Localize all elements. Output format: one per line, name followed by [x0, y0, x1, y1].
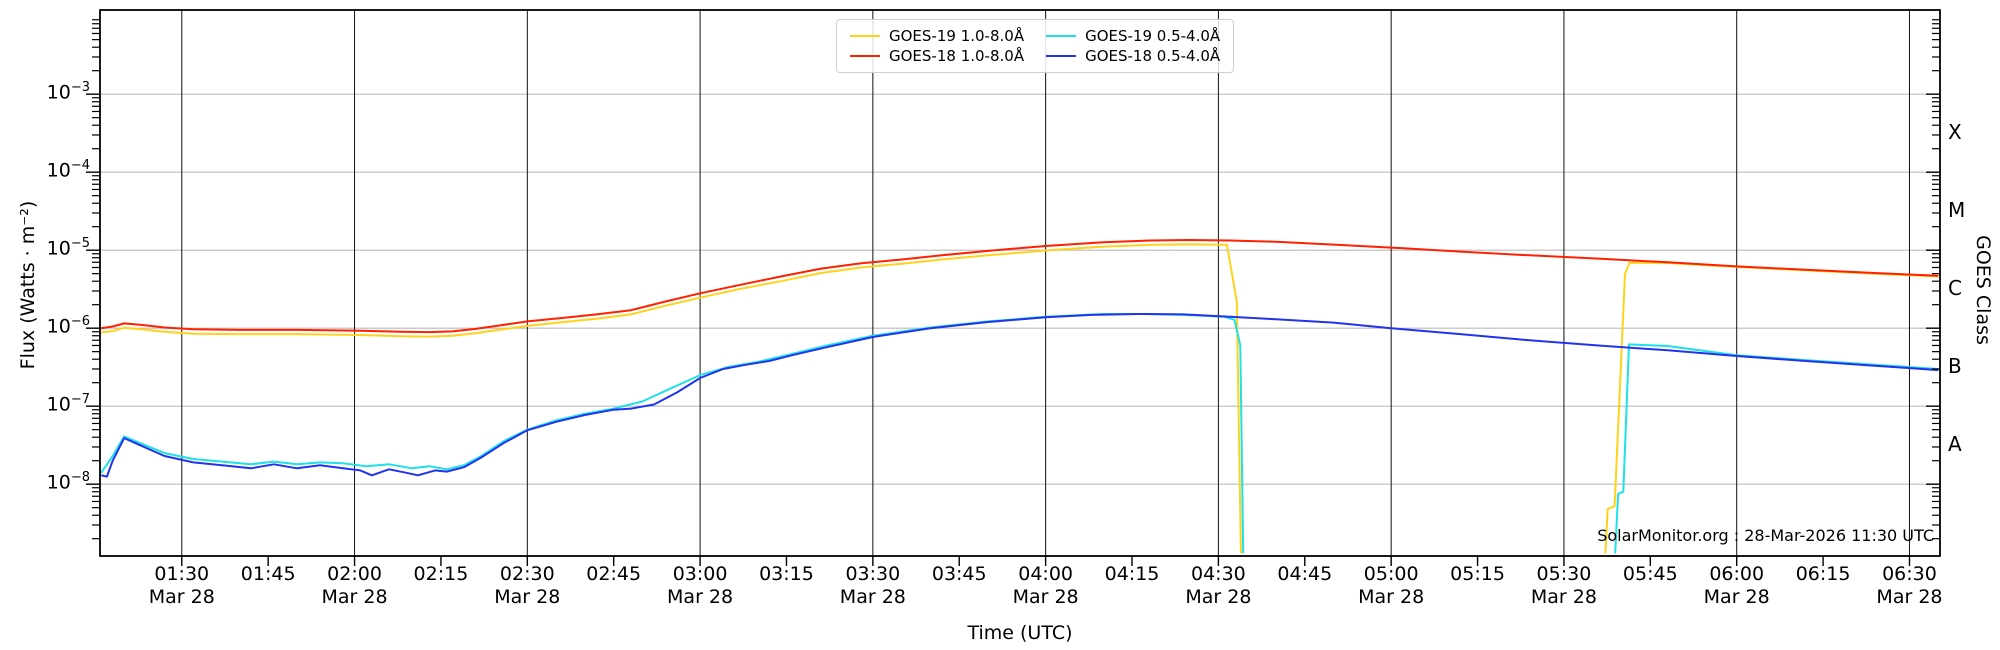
goes-class-label: B — [1948, 354, 1962, 379]
x-tick-label: 06:15 — [1795, 563, 1851, 585]
x-tick-label: 04:30 — [1191, 563, 1246, 585]
x-tick-label: 04:00 — [1018, 563, 1074, 585]
legend-line-swatch — [1046, 55, 1077, 57]
series-line-goes-19-0-5-4-0- — [100, 313, 1245, 554]
goes-class-label: A — [1948, 432, 1962, 457]
goes-class-label: C — [1948, 276, 1962, 301]
x-tick-label: 05:15 — [1450, 563, 1505, 585]
series-line-goes-19-0-5-4-0- — [1614, 343, 1939, 554]
legend-line-swatch — [850, 35, 880, 37]
x-tick-label: 03:00 — [672, 563, 728, 585]
x-tick-label: 03:30 — [845, 563, 901, 585]
x-tick-label: 05:45 — [1622, 563, 1678, 585]
x-tick-label: 02:15 — [413, 563, 469, 585]
y-axis-label-left: Flux (Watts · m⁻²) — [17, 200, 39, 370]
y-tick-label: 10−7 — [46, 392, 90, 416]
legend-line-swatch — [850, 55, 880, 57]
legend-item-label: GOES-19 0.5-4.0Å — [1085, 27, 1221, 45]
x-tick-label: 01:30 — [154, 563, 210, 585]
series-line-goes-18-1-0-8-0- — [101, 239, 1939, 334]
x-axis-label: Time (UTC) — [967, 622, 1073, 644]
x-tick-label: 02:30 — [499, 563, 555, 585]
x-tick-label: 06:30 — [1882, 563, 1937, 585]
x-tick-label: 01:45 — [240, 563, 296, 585]
y-tick-label: 10−4 — [46, 158, 90, 182]
y-tick-label: 10−6 — [46, 314, 90, 338]
legend-item: GOES-19 1.0-8.0Å — [850, 27, 1024, 45]
legend-item: GOES-19 0.5-4.0Å — [1046, 27, 1220, 45]
y-axis-label-right: GOES Class — [1972, 235, 1994, 345]
x-tick-date-label: Mar 28 — [1012, 586, 1079, 608]
x-tick-label: 03:45 — [931, 563, 987, 585]
x-tick-label: 02:00 — [327, 563, 382, 585]
x-tick-date-label: Mar 28 — [321, 586, 388, 608]
x-tick-label: 05:30 — [1536, 563, 1592, 585]
x-tick-date-label: Mar 28 — [494, 586, 561, 608]
x-tick-label: 06:00 — [1709, 563, 1765, 585]
source-annotation: SolarMonitor.org : 28-Mar-2026 11:30 UTC — [1597, 526, 1934, 545]
x-tick-date-label: Mar 28 — [839, 586, 906, 608]
legend-item-label: GOES-18 1.0-8.0Å — [889, 47, 1025, 65]
x-tick-date-label: Mar 28 — [1876, 586, 1943, 608]
x-tick-date-label: Mar 28 — [1703, 586, 1770, 608]
x-tick-date-label: Mar 28 — [1358, 586, 1425, 608]
series-line-goes-19-1-0-8-0- — [1604, 261, 1939, 554]
legend-item: GOES-18 1.0-8.0Å — [850, 47, 1024, 65]
x-tick-date-label: Mar 28 — [148, 586, 215, 608]
goes-class-label: X — [1948, 120, 1962, 145]
y-tick-label: 10−5 — [46, 236, 90, 260]
legend-item-label: GOES-18 0.5-4.0Å — [1085, 47, 1221, 65]
x-tick-date-label: Mar 28 — [1530, 586, 1597, 608]
x-tick-label: 04:15 — [1104, 563, 1160, 585]
goes-class-label: M — [1948, 198, 1966, 223]
y-tick-label: 10−8 — [46, 470, 90, 494]
x-tick-label: 02:45 — [586, 563, 642, 585]
x-tick-date-label: Mar 28 — [667, 586, 734, 608]
series-line-goes-18-0-5-4-0- — [100, 313, 1939, 478]
series-line-goes-19-1-0-8-0- — [101, 243, 1242, 554]
legend-item-label: GOES-19 1.0-8.0Å — [889, 27, 1025, 45]
legend-item: GOES-18 0.5-4.0Å — [1046, 47, 1220, 65]
x-tick-label: 05:00 — [1363, 563, 1419, 585]
x-tick-label: 04:45 — [1277, 563, 1333, 585]
plot-border — [99, 9, 1941, 557]
legend: GOES-19 1.0-8.0Å GOES-18 1.0-8.0Å GOES-19 … — [836, 19, 1235, 73]
legend-line-swatch — [1046, 35, 1077, 37]
x-tick-label: 03:15 — [759, 563, 814, 585]
x-tick-date-label: Mar 28 — [1185, 586, 1252, 608]
y-tick-label: 10−3 — [46, 80, 90, 104]
